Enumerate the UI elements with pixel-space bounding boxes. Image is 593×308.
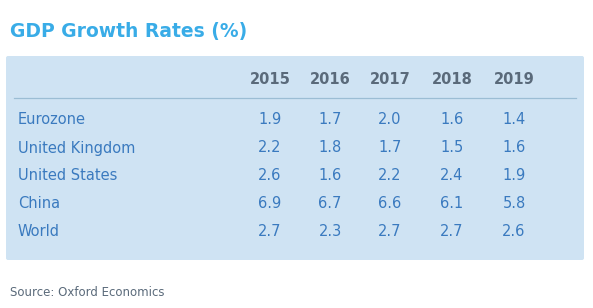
Text: Source: Oxford Economics: Source: Oxford Economics xyxy=(10,286,164,298)
Text: 1.9: 1.9 xyxy=(259,112,282,128)
Text: World: World xyxy=(18,225,60,240)
Text: 5.8: 5.8 xyxy=(502,197,525,212)
Text: 2015: 2015 xyxy=(250,72,291,87)
Text: 2.0: 2.0 xyxy=(378,112,401,128)
Text: 2.6: 2.6 xyxy=(502,225,525,240)
Text: 2017: 2017 xyxy=(369,72,410,87)
Text: 1.7: 1.7 xyxy=(378,140,401,156)
Text: 2019: 2019 xyxy=(493,72,534,87)
Text: GDP Growth Rates (%): GDP Growth Rates (%) xyxy=(10,22,247,41)
Text: 6.6: 6.6 xyxy=(378,197,401,212)
Text: 2.3: 2.3 xyxy=(318,225,342,240)
Text: 2.2: 2.2 xyxy=(258,140,282,156)
Text: United Kingdom: United Kingdom xyxy=(18,140,135,156)
Text: 1.9: 1.9 xyxy=(502,168,525,184)
Text: 2018: 2018 xyxy=(432,72,473,87)
Text: 6.7: 6.7 xyxy=(318,197,342,212)
Text: 2.7: 2.7 xyxy=(440,225,464,240)
Text: Eurozone: Eurozone xyxy=(18,112,86,128)
Text: 2016: 2016 xyxy=(310,72,350,87)
Text: United States: United States xyxy=(18,168,117,184)
Text: 2.7: 2.7 xyxy=(378,225,401,240)
Text: 1.6: 1.6 xyxy=(441,112,464,128)
FancyBboxPatch shape xyxy=(6,56,584,260)
Text: 1.7: 1.7 xyxy=(318,112,342,128)
Text: 1.4: 1.4 xyxy=(502,112,525,128)
Text: 1.5: 1.5 xyxy=(441,140,464,156)
Text: 1.6: 1.6 xyxy=(318,168,342,184)
Text: 1.6: 1.6 xyxy=(502,140,525,156)
Text: 2.6: 2.6 xyxy=(259,168,282,184)
Text: China: China xyxy=(18,197,60,212)
Text: 6.1: 6.1 xyxy=(441,197,464,212)
Text: 2.7: 2.7 xyxy=(258,225,282,240)
Text: 2.4: 2.4 xyxy=(441,168,464,184)
Text: 6.9: 6.9 xyxy=(259,197,282,212)
Text: 2.2: 2.2 xyxy=(378,168,401,184)
Text: 1.8: 1.8 xyxy=(318,140,342,156)
